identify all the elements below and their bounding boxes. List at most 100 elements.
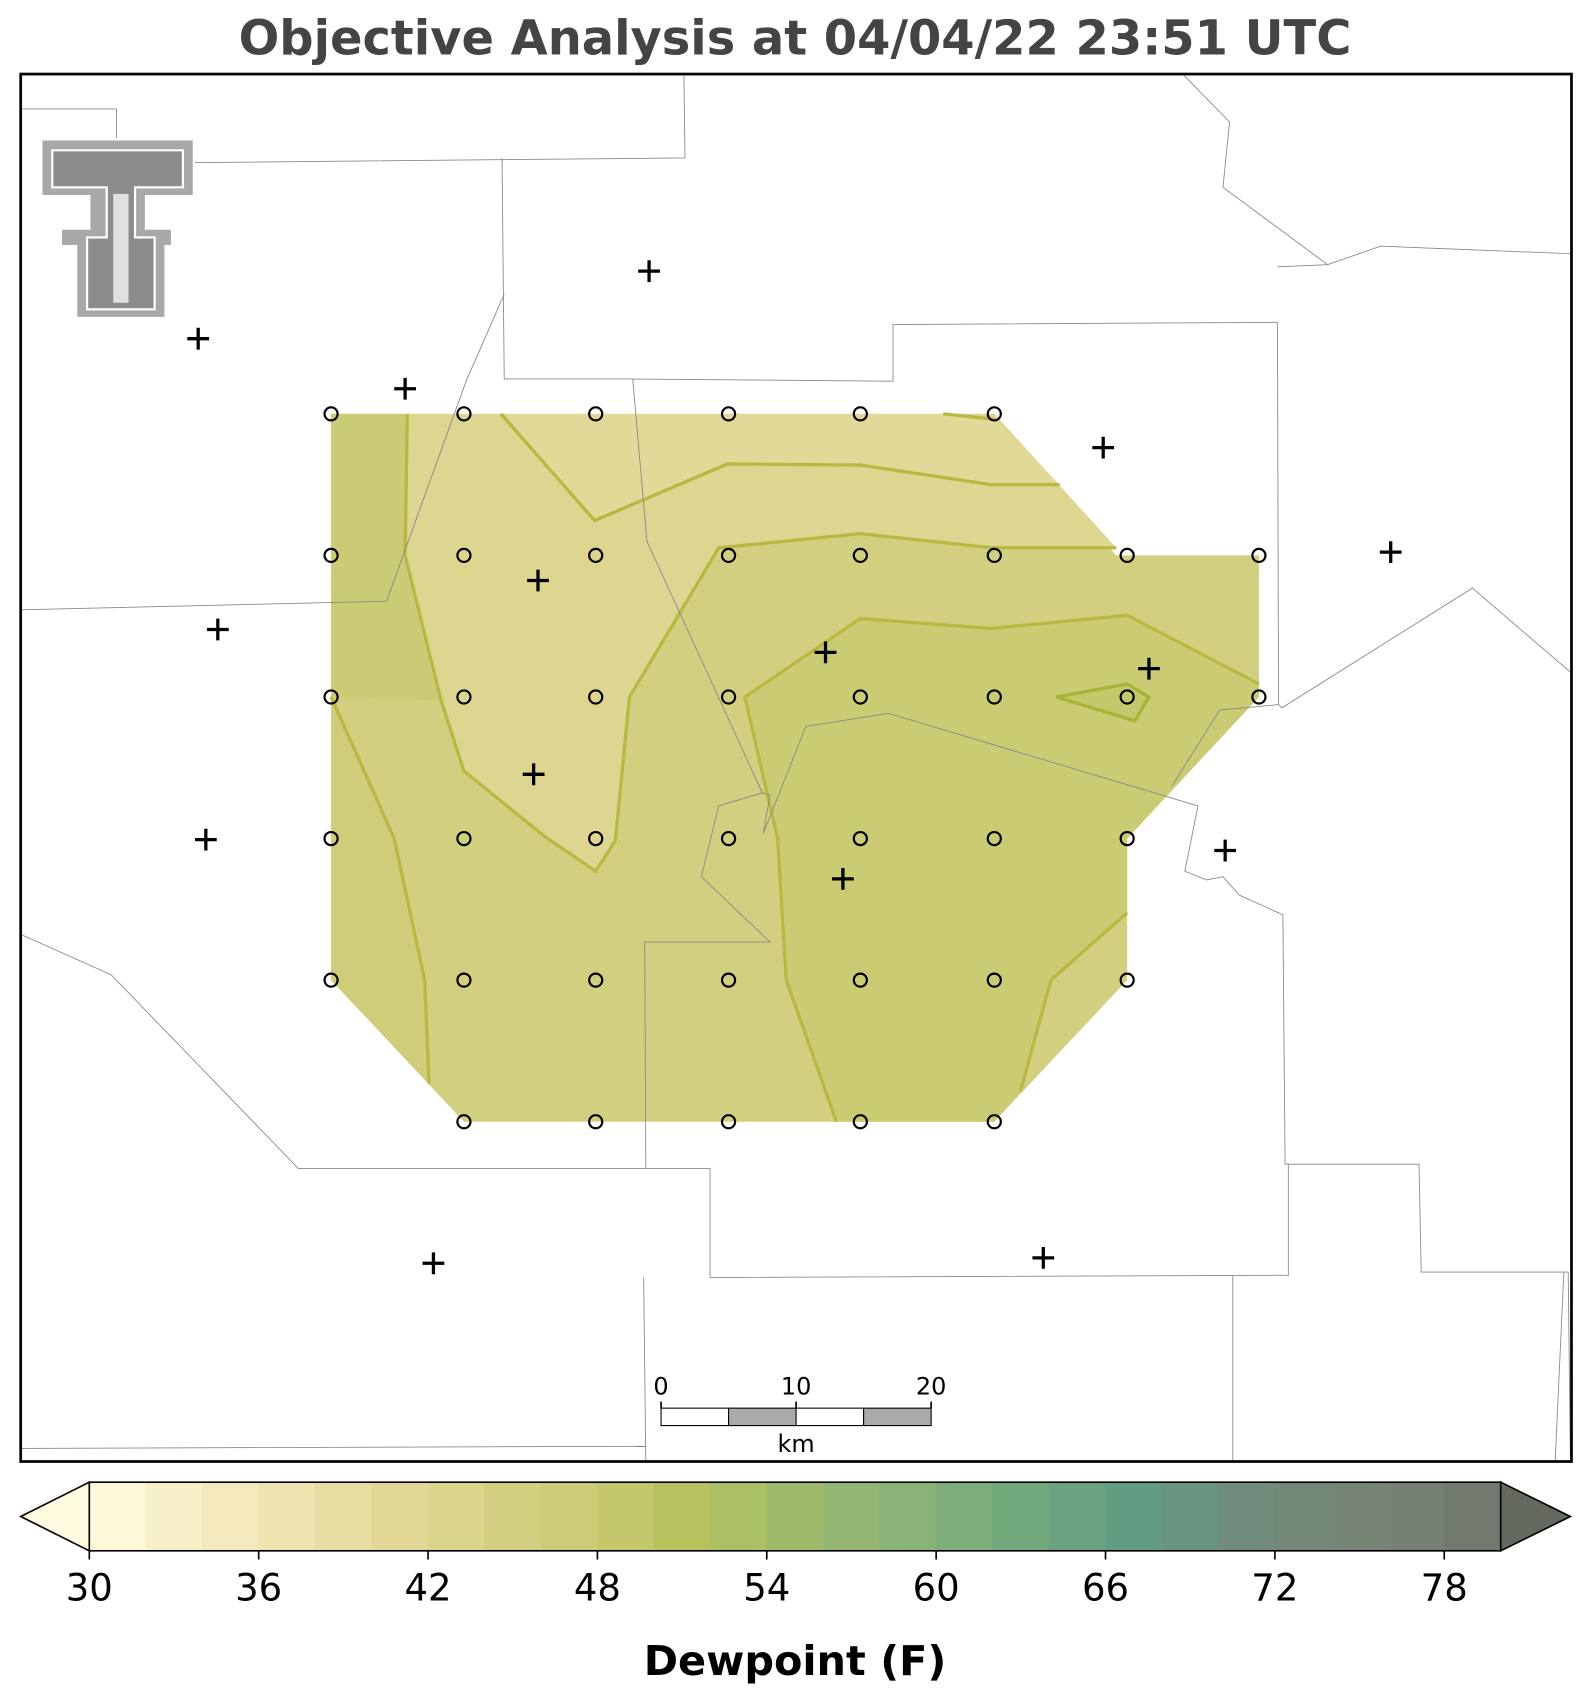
grid-point <box>588 972 604 988</box>
field-left2 <box>331 696 430 1084</box>
grid-point <box>852 1114 868 1130</box>
colorbar-tick-label: 48 <box>574 1567 621 1610</box>
colorbar-tick-label: 42 <box>404 1567 451 1610</box>
grid-point <box>1251 689 1267 705</box>
colorbar-bin <box>822 1481 880 1552</box>
scale-segment <box>863 1407 932 1427</box>
station-marker <box>814 641 837 664</box>
contour-line <box>942 412 995 421</box>
contour-line <box>499 412 1060 523</box>
colorbar-bin <box>935 1481 993 1552</box>
station-marker <box>422 1252 445 1275</box>
colorbar-bin <box>879 1481 937 1552</box>
colorbar-bin <box>1274 1481 1332 1552</box>
grid-point <box>1119 830 1135 847</box>
grid-point <box>720 972 737 988</box>
field-light <box>405 413 1117 872</box>
colorbar-bin <box>1161 1481 1219 1552</box>
colorbar-bin <box>89 1481 147 1552</box>
contour-line <box>403 413 1117 874</box>
station-marker <box>206 618 229 641</box>
station-marker <box>1138 657 1160 680</box>
map-frame <box>19 72 1573 1463</box>
grid-point <box>588 689 604 705</box>
grid-point <box>852 689 868 705</box>
station-marker <box>522 763 545 786</box>
grid-point <box>456 830 472 847</box>
grid-point <box>1119 689 1135 705</box>
colorbar-bin <box>314 1481 372 1552</box>
grid-point <box>588 1114 604 1130</box>
grid-point <box>720 689 737 705</box>
station-marker <box>1379 541 1402 564</box>
field-left <box>331 413 442 701</box>
colorbar-bin <box>1387 1481 1445 1552</box>
colorbar-bin <box>371 1481 429 1552</box>
station-marker <box>394 377 417 400</box>
grid-point <box>323 830 339 847</box>
grid-points <box>323 406 1267 1130</box>
colorbar-extend-low <box>18 1480 91 1553</box>
station-marker <box>1032 1246 1055 1269</box>
colorbar-bin <box>1331 1481 1389 1552</box>
colorbar-tick-label: 72 <box>1251 1567 1298 1610</box>
grid-point <box>456 547 472 564</box>
colorbar-bin <box>201 1481 259 1552</box>
scale-segment <box>795 1407 865 1427</box>
colorbar-bin <box>427 1481 485 1552</box>
grid-point <box>456 972 472 988</box>
field-pocket <box>1055 682 1152 723</box>
station-marker <box>527 569 549 592</box>
grid-point <box>986 1114 1002 1130</box>
colorbar-frame <box>88 1481 1502 1552</box>
scale-tick-label: 20 <box>916 1372 946 1400</box>
colorbar-label: Dewpoint (F) <box>644 1637 947 1685</box>
station-marker <box>832 867 854 890</box>
colorbar-bin <box>540 1481 598 1552</box>
field-lighter <box>500 413 1060 521</box>
colorbar-bin <box>1443 1481 1501 1552</box>
grid-point <box>986 972 1002 988</box>
stations <box>187 260 1402 1275</box>
map <box>19 72 1573 1463</box>
colorbar-tick-label: 54 <box>743 1567 790 1610</box>
grid-point <box>720 1114 737 1130</box>
contour-line <box>743 613 1260 1123</box>
grid-point <box>986 547 1002 564</box>
colorbar: 30 36 42 48 54 60 66 72 78 Dewpoint (F) <box>18 1480 1573 1685</box>
scale-label: km <box>777 1430 814 1458</box>
grid-point <box>588 406 604 422</box>
grid-point <box>1119 972 1135 988</box>
grid-point <box>986 406 1002 422</box>
grid-point <box>323 547 339 564</box>
grid-point <box>588 830 604 847</box>
grid-point <box>986 830 1002 847</box>
colorbar-bin <box>145 1481 203 1552</box>
scale-segment <box>728 1407 797 1427</box>
colorbar-bin <box>653 1481 711 1552</box>
grid-point <box>720 830 737 847</box>
colorbar-bin <box>1218 1481 1276 1552</box>
colorbar-bin <box>1105 1481 1163 1552</box>
field-dark <box>744 615 1259 1122</box>
contour-line <box>329 696 431 1084</box>
grid-point <box>852 972 868 988</box>
colorbar-bin <box>992 1481 1050 1552</box>
colorbar-tick-label: 30 <box>66 1567 113 1610</box>
county-lines <box>20 73 1572 1462</box>
colorbar-bin <box>258 1481 316 1552</box>
grid-point <box>852 830 868 847</box>
grid-point <box>323 972 339 988</box>
colorbar-tick-label: 78 <box>1421 1567 1468 1610</box>
grid-point <box>588 547 604 564</box>
grid-point <box>1119 547 1135 564</box>
station-marker <box>187 327 210 350</box>
station-marker <box>1214 839 1237 862</box>
chart-title: Objective Analysis at 04/04/22 23:51 UTC <box>239 11 1352 66</box>
colorbar-tick-label: 66 <box>1082 1567 1129 1610</box>
grid-point <box>852 406 868 422</box>
colorbar-bin <box>766 1481 824 1552</box>
colorbar-bin <box>1048 1481 1106 1552</box>
grid-point <box>323 406 339 422</box>
